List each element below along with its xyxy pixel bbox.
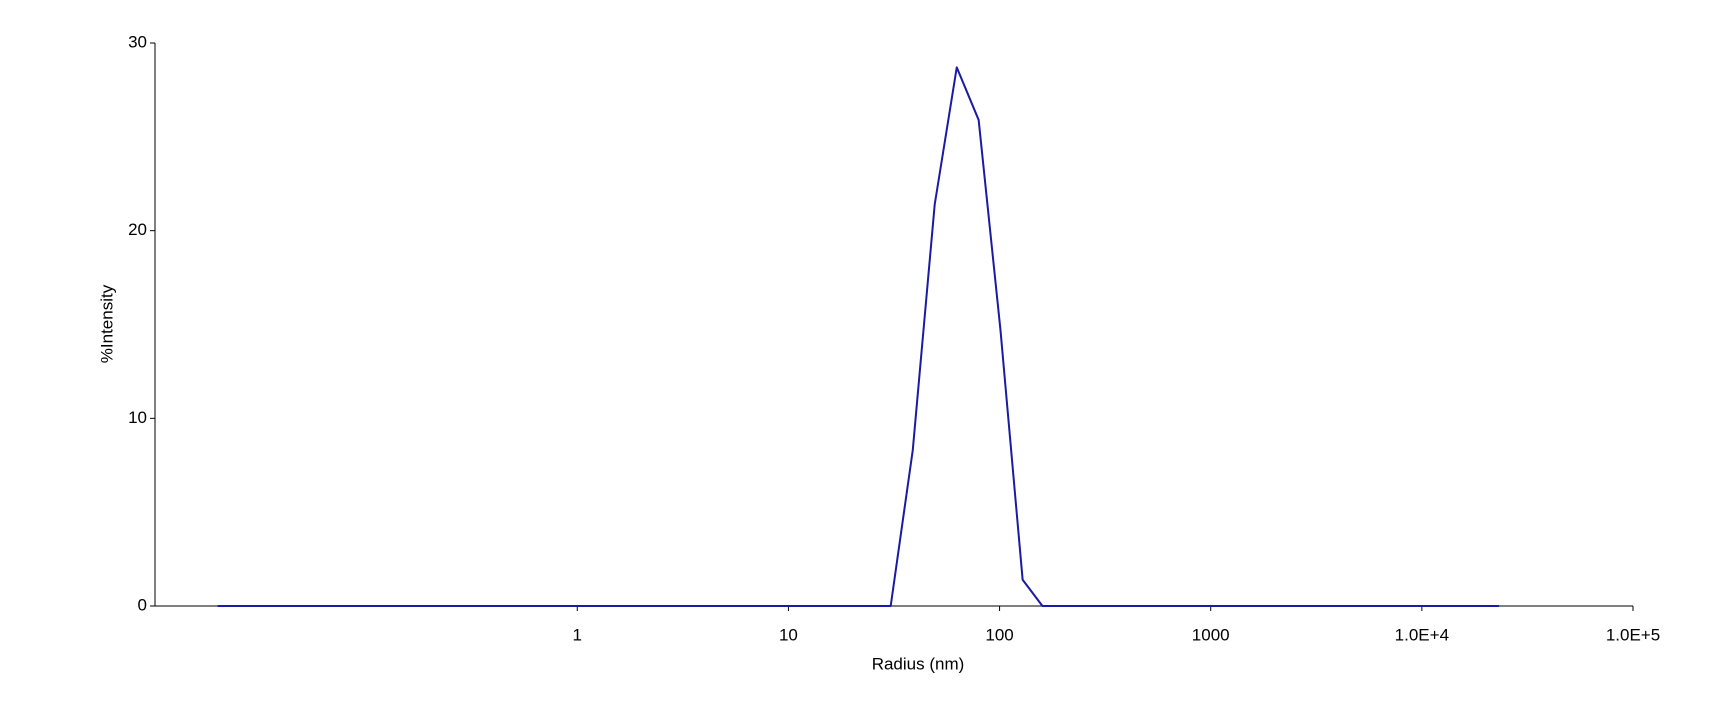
- data-line: [217, 66, 1499, 607]
- x-tick-label: 1.0E+5: [1606, 625, 1660, 644]
- x-tick-label: 1000: [1192, 625, 1230, 644]
- x-tick-label: 10: [779, 625, 798, 644]
- x-axis-label: Radius (nm): [872, 654, 965, 673]
- y-tick-label: 0: [138, 595, 147, 614]
- x-tick-label: 1: [573, 625, 582, 644]
- x-tick-label: 1.0E+4: [1395, 625, 1449, 644]
- y-axis-label: %Intensity: [97, 284, 116, 363]
- y-tick-label: 20: [128, 220, 147, 239]
- x-tick-label: 100: [985, 625, 1013, 644]
- y-tick-label: 30: [128, 32, 147, 51]
- y-tick-label: 10: [128, 408, 147, 427]
